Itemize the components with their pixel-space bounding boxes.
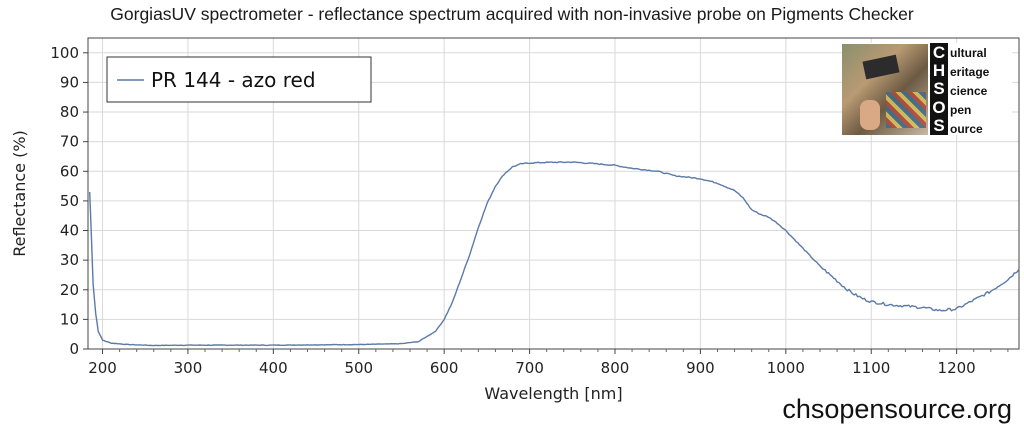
x-axis: 200 300 400 500 600 700 800 900 1000 1100 1200 — [88, 349, 1009, 377]
x-axis-label: Wavelength [nm] — [484, 384, 622, 403]
x-tick-label: 700 — [515, 359, 544, 377]
x-tick-label: 300 — [174, 359, 203, 377]
logo-initials: C H S O S — [930, 43, 948, 135]
legend-label: PR 144 - azo red — [151, 68, 316, 92]
y-tick-label: 50 — [60, 192, 79, 210]
y-tick-label: 80 — [60, 103, 79, 121]
x-tick-label: 900 — [686, 359, 715, 377]
y-tick-label: 90 — [60, 73, 79, 91]
legend-box — [106, 56, 372, 103]
logo-initial: S — [933, 79, 945, 99]
x-tick-label: 1100 — [852, 359, 890, 377]
y-tick-label: 40 — [60, 222, 79, 240]
y-axis-label: Reflectance (%) — [10, 130, 29, 257]
logo-word: ultural — [950, 46, 987, 60]
logo-initial: S — [933, 116, 945, 136]
x-tick-label: 1000 — [767, 359, 805, 377]
y-tick-label: 60 — [60, 162, 79, 180]
logo-photo — [842, 44, 928, 135]
x-tick-label: 600 — [430, 359, 459, 377]
logo-word: eritage — [950, 65, 990, 79]
x-tick-label: 500 — [344, 359, 373, 377]
y-axis: 0 10 20 30 40 50 60 70 80 90 100 — [50, 44, 88, 358]
y-tick-label: 20 — [60, 281, 79, 299]
logo-initial: O — [932, 97, 946, 117]
logo-words: ultural eritage cience pen ource — [950, 47, 989, 135]
logo-word: ource — [950, 122, 983, 136]
logo-word: pen — [950, 103, 972, 117]
plot-frame — [87, 37, 1020, 350]
x-tick-label: 400 — [259, 359, 288, 377]
y-tick-label: 30 — [60, 251, 79, 269]
legend: PR 144 - azo red — [106, 56, 372, 103]
y-tick-label: 70 — [60, 133, 79, 151]
y-tick-label: 0 — [69, 340, 79, 358]
y-tick-label: 100 — [50, 44, 79, 62]
logo-word: cience — [950, 84, 988, 98]
logo-initial: H — [932, 61, 946, 81]
chsos-logo: C H S O S ultural eritage cience pen our… — [842, 43, 1012, 135]
x-tick-label: 800 — [601, 359, 630, 377]
logo-initial: C — [932, 42, 946, 62]
y-tick-label: 10 — [60, 310, 79, 328]
chart-title: GorgiasUV spectrometer - reflectance spe… — [110, 4, 914, 24]
series-line — [89, 161, 1020, 347]
website-url[interactable]: chsopensource.org — [782, 394, 1012, 424]
x-tick-label: 200 — [88, 359, 117, 377]
x-tick-label: 1200 — [938, 359, 976, 377]
